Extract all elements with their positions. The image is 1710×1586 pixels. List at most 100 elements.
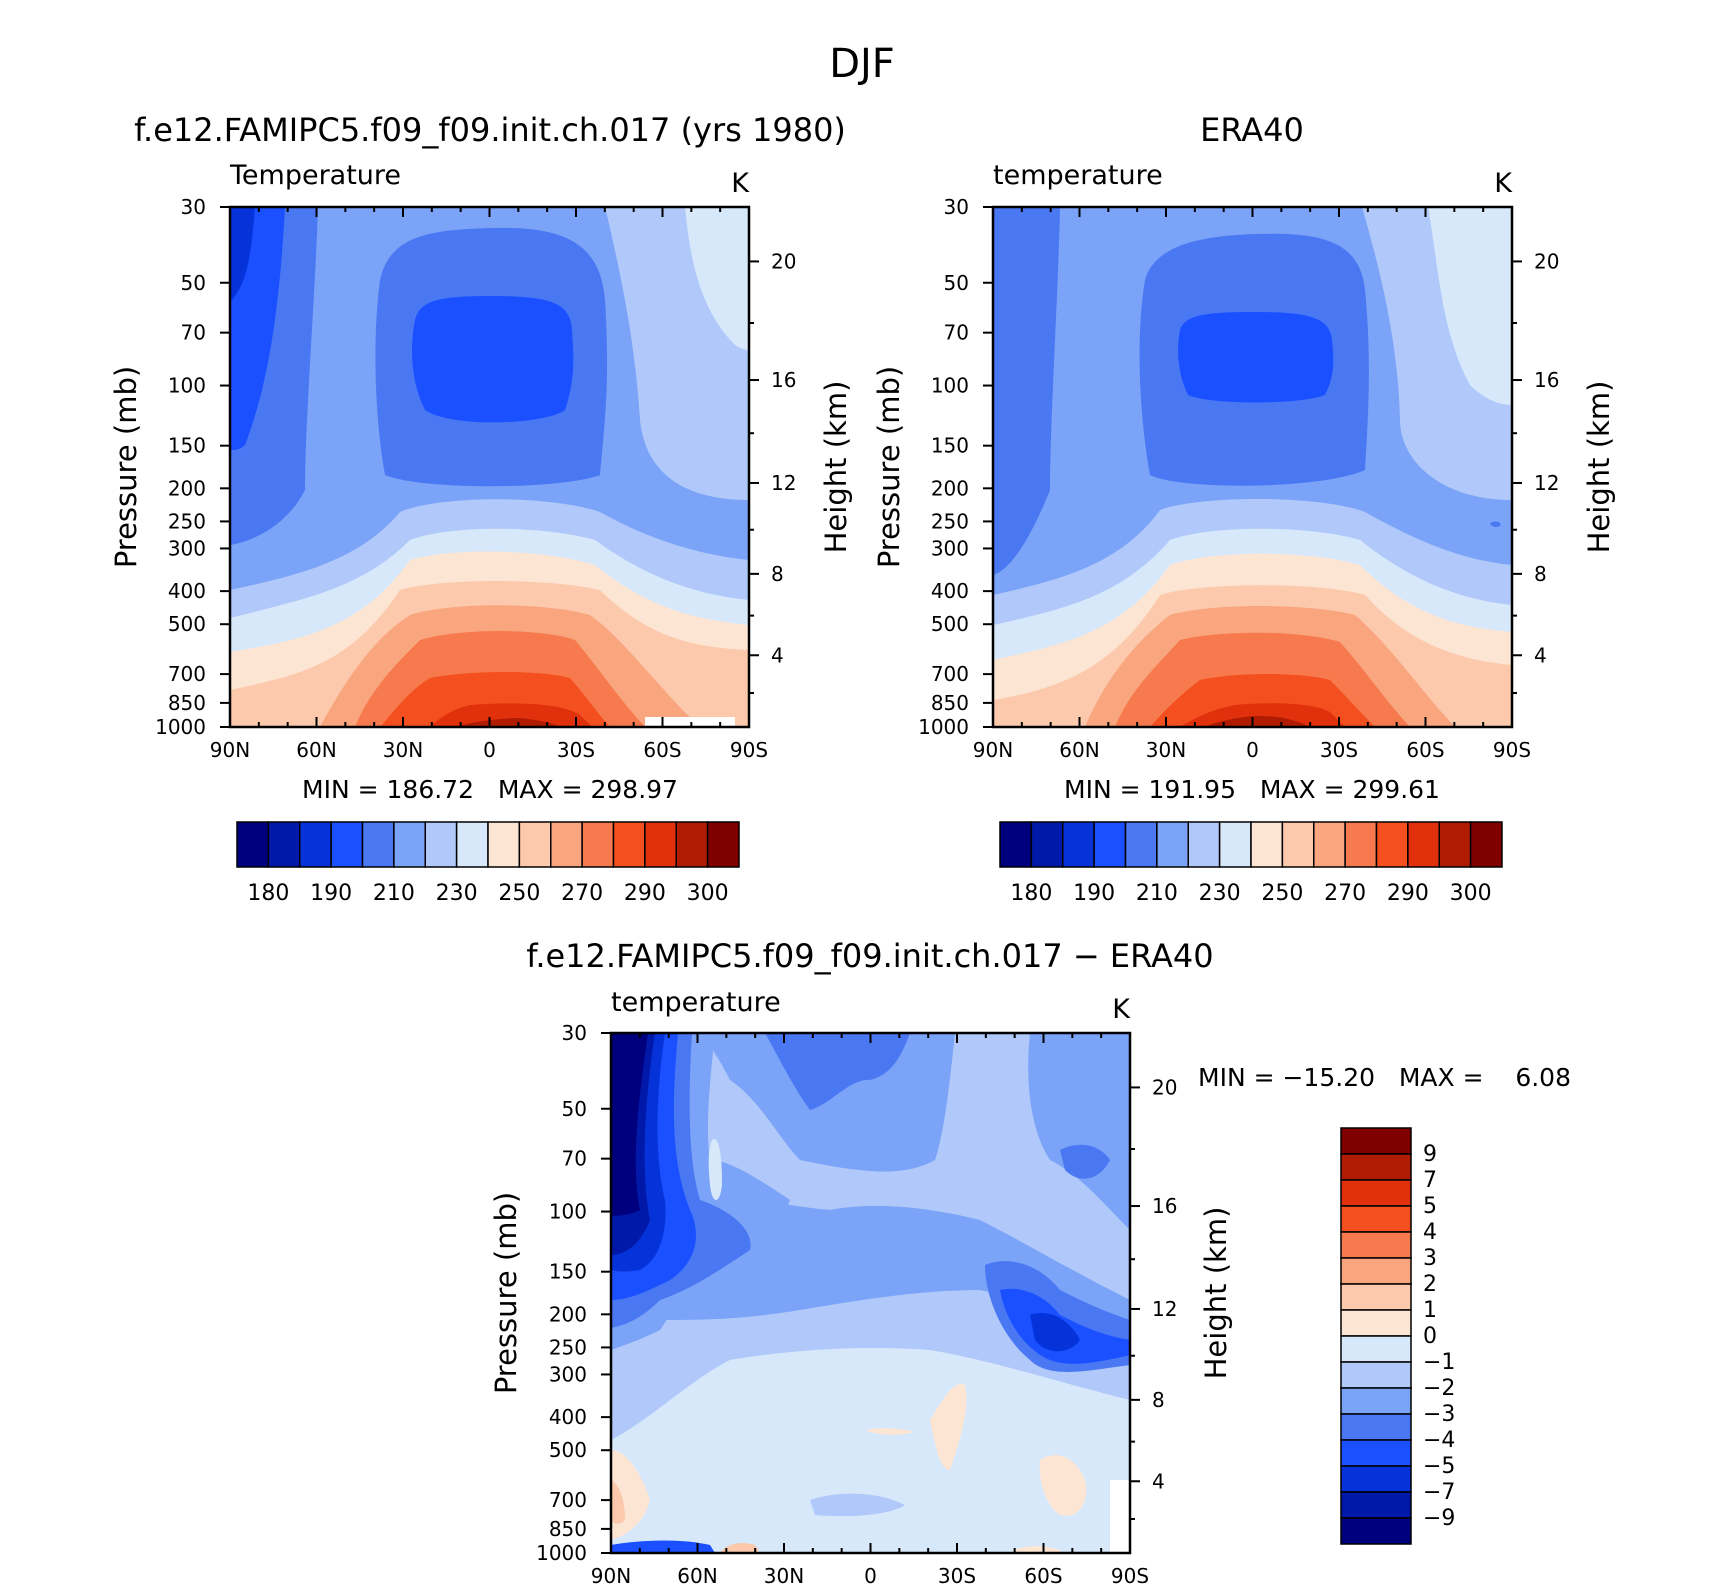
contour-fill: [865, 1428, 915, 1435]
panel-a-title: f.e12.FAMIPC5.f09_f09.init.ch.017 (yrs 1…: [134, 111, 846, 149]
missing-data-mask: [1110, 1480, 1130, 1553]
colorbar-label: 230: [436, 881, 478, 906]
colorbar-box: [393, 821, 426, 868]
colorbar-label: −4: [1423, 1428, 1455, 1453]
panel-c-title: f.e12.FAMIPC5.f09_f09.init.ch.017 − ERA4…: [526, 937, 1213, 975]
y-tick-label: 400: [931, 579, 969, 603]
y2-axis-label: Height (km): [1199, 1207, 1233, 1380]
colorbar-label: 230: [1199, 881, 1241, 906]
y-tick-label: 1000: [918, 715, 969, 739]
y2-tick-label: 8: [1534, 562, 1547, 586]
y-tick-label: 50: [181, 271, 206, 295]
x-tick-label: 90S: [1493, 738, 1531, 762]
colorbar-box: [550, 821, 583, 868]
y2-tick-label: 8: [771, 562, 784, 586]
colorbar-label: 3: [1423, 1246, 1437, 1271]
y-tick-label: 30: [562, 1021, 587, 1045]
colorbar-box: [330, 821, 364, 868]
y-tick-label: 100: [168, 374, 206, 398]
colorbar-box: [1340, 1439, 1412, 1467]
colorbar-box: [1340, 1387, 1412, 1415]
y-tick-label: 100: [549, 1200, 587, 1224]
colorbar: 180 190 210 230 250 270 290 300: [236, 821, 740, 906]
colorbar-box: [675, 821, 709, 868]
colorbar-label: 250: [498, 881, 540, 906]
x-tick-label: 30N: [764, 1564, 804, 1586]
colorbar-label: 210: [1136, 881, 1178, 906]
panel-model-subtitle: Temperature: [229, 160, 401, 191]
colorbar-label: 180: [247, 881, 289, 906]
x-ticks: 90N 60N 30N 0 30S 60S 90S: [210, 207, 768, 762]
colorbar-box: [1375, 821, 1409, 868]
colorbar-box: [1344, 821, 1378, 868]
y2-tick-label: 16: [771, 368, 796, 392]
x-tick-label: 30S: [938, 1564, 976, 1586]
colorbar-label: 300: [1450, 881, 1492, 906]
y-tick-label: 400: [168, 579, 206, 603]
x-tick-label: 60N: [1059, 738, 1099, 762]
contour-fill: [611, 1480, 625, 1524]
y-tick-label: 300: [931, 536, 969, 560]
contour-fill: [1205, 716, 1310, 727]
x-tick-label: 30S: [557, 738, 595, 762]
y-tick-label: 700: [549, 1488, 587, 1512]
y-tick-label: 70: [944, 321, 969, 345]
min-max-label: MIN = 186.72 MAX = 298.97: [302, 775, 678, 804]
y-tick-label: 150: [549, 1260, 587, 1284]
y2-ticks: 20 16 12 8 4: [749, 249, 796, 694]
panel-diff-contours: [611, 1033, 1130, 1553]
y-tick-label: 1000: [536, 1541, 587, 1565]
contour-fill: [1039, 1455, 1087, 1516]
x-tick-label: 60S: [1024, 1564, 1062, 1586]
x-ticks: 90N 60N 30N 0 30S 60S 90S: [591, 1033, 1149, 1586]
contour-fill: [720, 1542, 759, 1553]
y-tick-label: 200: [549, 1302, 587, 1326]
contour-fill: [993, 207, 1060, 575]
colorbar-label: 210: [373, 881, 415, 906]
colorbar-box: [236, 821, 270, 868]
colorbar-label: 190: [1073, 881, 1115, 906]
colorbar-box: [1340, 1231, 1412, 1259]
colorbar-label: 270: [1324, 881, 1366, 906]
contour-fill: [1010, 1546, 1060, 1553]
y2-axis-label: Height (km): [1582, 381, 1616, 554]
contour-fill: [611, 1348, 1130, 1553]
colorbar-box: [1340, 1127, 1412, 1155]
x-tick-label: 90N: [210, 738, 250, 762]
contour-fill: [611, 1033, 648, 1216]
x-tick-label: 90N: [973, 738, 1013, 762]
panel-model-contours: [230, 207, 749, 727]
panel-obs-contours: [993, 207, 1512, 727]
colorbar-box: [1340, 1413, 1412, 1441]
colorbar-box: [1340, 1491, 1412, 1519]
colorbar-box: [706, 821, 740, 868]
panel-obs-units: K: [1494, 168, 1513, 199]
x-tick-label: 60S: [1406, 738, 1444, 762]
colorbar-label: −7: [1423, 1480, 1455, 1505]
contour-fill: [412, 296, 574, 423]
colorbar-label: −3: [1423, 1402, 1455, 1427]
colorbar-label: 2: [1423, 1272, 1437, 1297]
contour-fill: [430, 703, 592, 727]
colorbar-box: [644, 821, 677, 868]
colorbar-box: [1340, 1257, 1412, 1285]
y-axis-label: Pressure (mb): [489, 1192, 523, 1394]
contour-fill: [1428, 207, 1512, 405]
colorbar-box: [267, 821, 301, 868]
colorbar-label: 7: [1423, 1168, 1437, 1193]
colorbar-label: −2: [1423, 1376, 1455, 1401]
x-ticks: 90N 60N 30N 0 30S 60S 90S: [973, 207, 1531, 762]
colorbar-label: 190: [310, 881, 352, 906]
contour-fill: [1060, 1144, 1110, 1179]
colorbar-box: [1340, 1309, 1412, 1337]
contour-fill: [708, 1139, 722, 1200]
y-tick-label: 30: [944, 195, 969, 219]
y-tick-label: 700: [168, 662, 206, 686]
colorbar-box: [1340, 1361, 1412, 1389]
panel-obs-subtitle: temperature: [993, 160, 1163, 191]
panel-model: Temperature K 90N 60N 3: [109, 160, 853, 906]
colorbar-box: [518, 821, 552, 868]
colorbar-label: 180: [1010, 881, 1052, 906]
y2-ticks: 20 16 12 8 4: [1512, 249, 1559, 694]
contour-fill: [455, 718, 560, 727]
